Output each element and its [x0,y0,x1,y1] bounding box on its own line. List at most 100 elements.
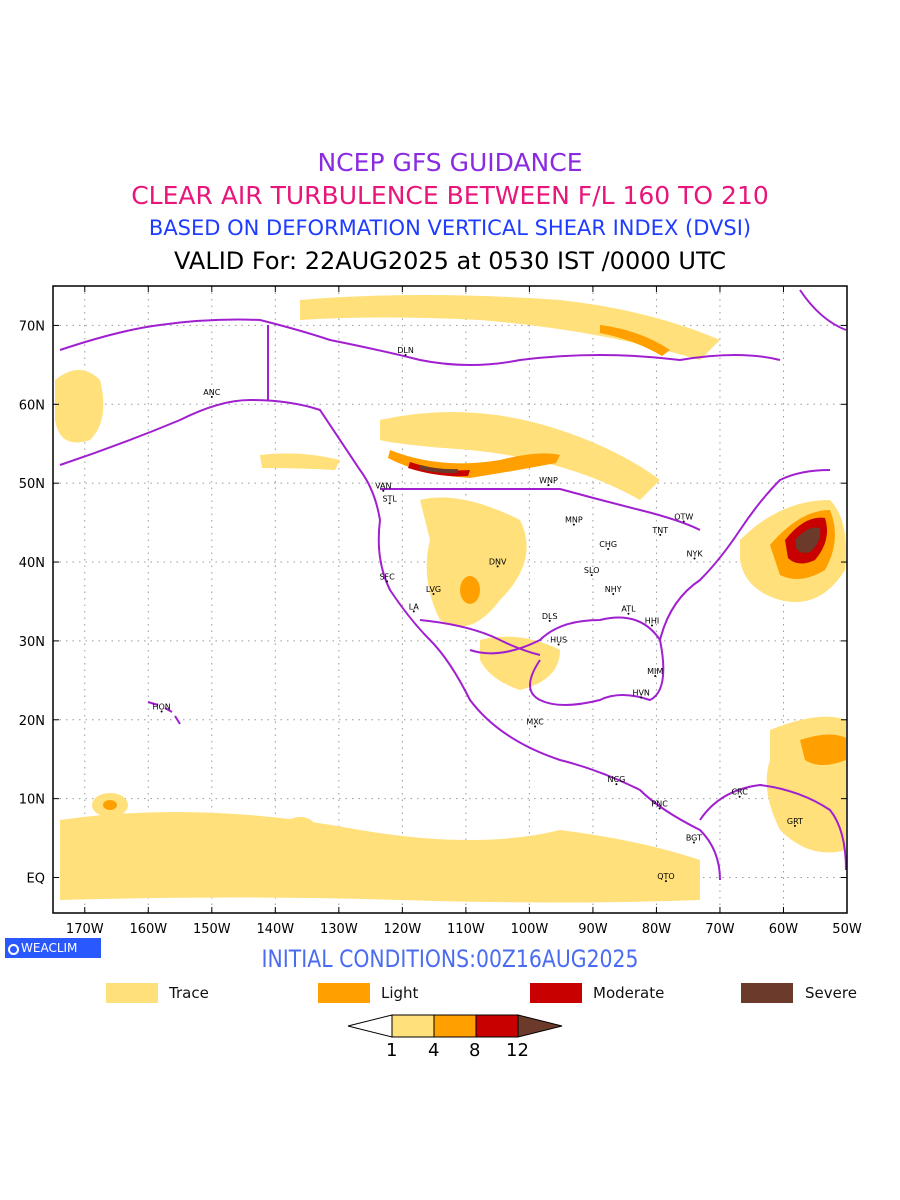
city-label-wnp: WNP [539,476,558,485]
legend-swatch-light [318,983,370,1003]
trace-patch-gulf-alaska [260,453,340,470]
city-label-mxc: MXC [526,718,544,727]
city-dot-chg [607,548,610,551]
logo-ring-icon [8,944,19,955]
light-patch-west-us [460,576,480,604]
city-dot-bgt [692,841,695,844]
city-dot-sfc [386,580,389,583]
turbulence-field [55,289,847,903]
lat-label-60N: 60N [19,398,45,413]
city-label-dls: DLS [542,612,558,621]
city-label-crc: CRC [731,788,748,797]
coastlines [59,289,847,881]
legend-label-severe: Severe [805,984,857,1002]
colorbar-tick-8: 8 [469,1040,481,1061]
city-dot-otw [682,520,685,523]
city-dot-ncg [615,783,618,786]
colorbar-below-1 [347,1014,393,1038]
city-dot-crc [738,795,741,798]
city-dot-mxc [534,725,537,728]
longitude-labels: 170W 160W 150W 140W 130W 120W 110W 100W 90W 80W 70… [66,922,862,937]
colorbar-trace [391,1014,435,1038]
weaclim-logo: WEACLIM [5,938,101,958]
coast-alaska-south [59,398,381,521]
city-label-lvg: LVG [426,585,441,594]
city-label-sfc: SFC [379,572,395,581]
trace-patch-mexico [480,636,560,690]
city-dot-dln [404,354,407,357]
lat-label-EQ: EQ [27,872,45,887]
city-dot-grt [793,824,796,827]
coast-alaska-north [59,318,781,366]
severe-areas [419,465,821,553]
city-dot-dls [548,619,551,622]
title-valid-time: VALID For: 22AUG2025 at 0530 IST /0000 U… [174,247,726,275]
lat-label-10N: 10N [19,793,45,808]
city-dot-hus [557,643,560,646]
city-dot-mnp [572,523,575,526]
city-label-grt: GRT [787,817,803,826]
lon-label-60W: 60W [769,922,799,937]
light-patch-arctic [600,325,670,356]
city-label-mim: MIM [647,667,663,676]
coast-gulf [469,616,665,706]
city-dot-pnc [658,807,661,810]
lon-label-160W: 160W [129,922,167,937]
city-dot-la [412,610,415,613]
lat-label-70N: 70N [19,319,45,334]
trace-patch-arctic [300,295,720,360]
city-label-pnc: PNC [651,800,668,809]
title-method: BASED ON DEFORMATION VERTICAL SHEAR INDE… [148,216,752,240]
city-label-mnp: MNP [565,516,583,525]
lon-label-90W: 90W [578,922,608,937]
lat-label-20N: 20N [19,714,45,729]
legend-swatch-trace [106,983,158,1003]
coast-us-west [377,519,721,881]
trace-areas [55,295,846,903]
city-label-atl: ATL [621,605,636,614]
city-dot-wnp [547,484,550,487]
city-dot-stl [388,502,391,505]
colorbar-tick-1: 1 [386,1040,398,1061]
colorbar-severe [517,1014,563,1038]
us-mexico-border [419,619,541,656]
city-label-ncg: NCG [608,775,626,784]
colorbar-moderate [475,1014,519,1038]
city-labels: ANC DLN VAN STL WNP MNP OTW TNT CHG NYK DNV SFC LVG S… [152,346,803,883]
coast-south-america [699,783,847,871]
city-dot-mim [654,675,657,678]
city-dot-anc [210,395,213,398]
axis-ticks [53,286,848,913]
title-product: NCEP GFS GUIDANCE [317,148,583,177]
brand-label: WEACLIM [21,941,78,955]
legend-label-light: Light [381,984,419,1002]
city-dot-slo [590,574,593,577]
city-dot-hon [160,710,163,713]
city-dot-qto [664,880,667,883]
city-dot-tnt [659,533,662,536]
city-dot-lvg [432,593,435,596]
colorbar [347,1014,563,1038]
colorbar-light [433,1014,477,1038]
city-label-la: LA [409,602,420,611]
severe-patch-jet [419,465,458,474]
city-dot-nyk [693,557,696,560]
city-label-hus: HUS [550,635,567,644]
city-label-chg: CHG [599,540,617,549]
city-label-tnt: TNT [651,526,668,535]
city-label-qto: QTO [657,872,674,881]
trace-patch-pacific [286,817,314,833]
city-label-slo: SLO [584,566,600,575]
city-label-nhy: NHY [605,585,622,594]
lon-label-150W: 150W [193,922,231,937]
city-label-van: VAN [375,482,391,491]
city-label-stl: STL [382,494,397,503]
coast-greenland [799,289,847,331]
title-parameter: CLEAR AIR TURBULENCE BETWEEN F/L 160 TO … [131,181,769,210]
initial-conditions: INITIAL CONDITIONS:00Z16AUG2025 [261,945,639,973]
city-label-dln: DLN [397,346,414,355]
lon-label-120W: 120W [384,922,422,937]
lon-label-80W: 80W [642,922,672,937]
colorbar-tick-12: 12 [506,1040,529,1061]
